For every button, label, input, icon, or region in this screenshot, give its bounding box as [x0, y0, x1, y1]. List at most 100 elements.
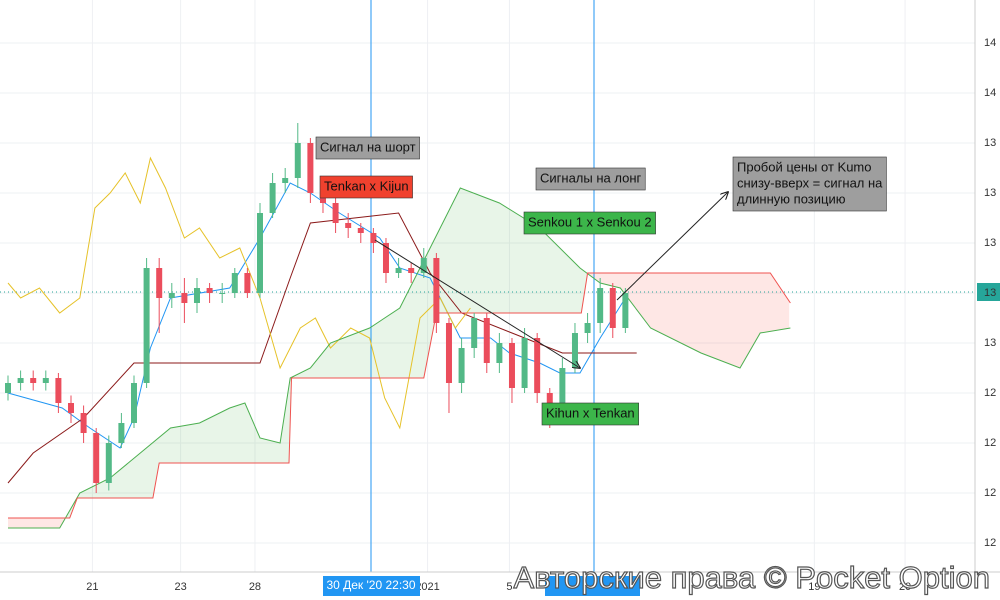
annotation-text: снизу-вверх = сигнал на [737, 175, 883, 190]
y-tick-label: 12 [984, 387, 996, 399]
candle-body [534, 338, 541, 393]
candle-body [508, 343, 515, 388]
candle-body [408, 268, 415, 273]
y-tick-label: 13 [984, 187, 996, 199]
candle-body [17, 378, 24, 383]
indicator-line [8, 187, 791, 529]
candle-body [622, 293, 629, 328]
candle-body [269, 183, 276, 213]
cloud-fill [586, 272, 790, 368]
candle-body [521, 338, 528, 388]
candle-body [5, 383, 12, 393]
annotation-text: Сигнал на шорт [320, 139, 416, 154]
candles [5, 123, 629, 493]
annotation-box [319, 175, 413, 199]
axes: 12 12 12 12 13 13 13 13 13 14 14 21 23 28 2021 5 19 20 [86, 37, 996, 593]
y-tick-label: 13 [984, 237, 996, 249]
candle-body [357, 228, 364, 233]
candle-body [445, 323, 452, 383]
candle-body [105, 443, 112, 483]
y-tick-label: 12 [984, 487, 996, 499]
candle-body [256, 213, 263, 293]
x-tick-label: 5 [506, 581, 512, 593]
candle-body [559, 368, 566, 418]
x-tick-label: 23 [174, 581, 186, 593]
y-tick-label: 14 [984, 87, 996, 99]
candle-body [332, 203, 339, 223]
candle-body [597, 288, 604, 323]
candle-body [483, 318, 490, 363]
x-tick-label: 19 [808, 581, 820, 593]
arrow [616, 192, 728, 301]
indicator-line [7, 212, 637, 484]
annotation-box [541, 402, 639, 426]
cloud-fill [64, 188, 587, 520]
annotation-text: Сигналы на лонг [540, 170, 642, 185]
cloud [8, 188, 790, 528]
grid [0, 0, 975, 572]
candle-body [231, 273, 238, 293]
candle-body [496, 343, 503, 363]
annotation-box [315, 136, 420, 160]
annotation-text: длинную позицию [737, 191, 846, 206]
candle-body [193, 288, 200, 303]
candle-body [244, 273, 251, 293]
x-tick-label: 21 [86, 581, 98, 593]
annotation-box [732, 156, 887, 212]
price-label-box [977, 283, 1000, 301]
arrow [374, 239, 580, 368]
annotations: Сигнал на шорт Tenkan x Kijun Сигналы на л… [315, 136, 887, 426]
candle-body [42, 378, 49, 383]
annotation-text: Senkou 1 x Senkou 2 [528, 214, 652, 229]
y-tick-label: 12 [984, 537, 996, 549]
candle-body [118, 423, 125, 443]
annotation-text: Kihun x Tenkan [546, 405, 635, 420]
y-tick-label: 12 [984, 437, 996, 449]
candle-body [571, 333, 578, 368]
annotation-box [535, 167, 646, 191]
x-axis [0, 572, 1000, 600]
candle-body [143, 268, 150, 383]
candle-body [55, 378, 62, 403]
candle-body [420, 258, 427, 273]
candle-body [130, 383, 137, 423]
candle-body [156, 268, 163, 298]
y-tick-label: 13 [984, 287, 996, 299]
x-tick-label: 28 [249, 581, 261, 593]
cloud-fill [8, 518, 65, 528]
y-tick-label: 14 [984, 37, 996, 49]
candle-body [609, 288, 616, 328]
candle-body [93, 433, 100, 483]
candle-body [395, 268, 402, 273]
candle-body [370, 233, 377, 243]
watermark: Авторские права © Pocket Option [514, 560, 990, 595]
candle-body [294, 143, 301, 178]
candle-body [181, 293, 188, 303]
candle-body [67, 403, 74, 413]
crosshair-label: 30 Дек '20 22:30 [326, 578, 415, 592]
candle-body [471, 318, 478, 348]
candle-body [345, 223, 352, 228]
y-tick-label: 13 [984, 337, 996, 349]
candle-body [30, 378, 37, 383]
candle-body [307, 143, 314, 193]
annotation-text: Пробой цены от Kumo [737, 159, 872, 174]
candle-body [80, 413, 87, 433]
annotation-box [523, 211, 656, 235]
x-tick-label: 2021 [415, 581, 439, 593]
indicator-line [8, 272, 791, 519]
candle-body [206, 288, 213, 293]
candle-body [382, 243, 389, 273]
candle-body [433, 258, 440, 323]
candle-body [458, 348, 465, 383]
candle-body [219, 293, 226, 294]
crosshair-label-box [545, 576, 640, 596]
x-tick-label: 20 [899, 581, 911, 593]
indicator-line [7, 156, 471, 430]
candle-body [282, 178, 289, 183]
y-tick-label: 13 [984, 137, 996, 149]
annotation-text: Tenkan x Kijun [324, 178, 409, 193]
candle-body [168, 293, 175, 298]
